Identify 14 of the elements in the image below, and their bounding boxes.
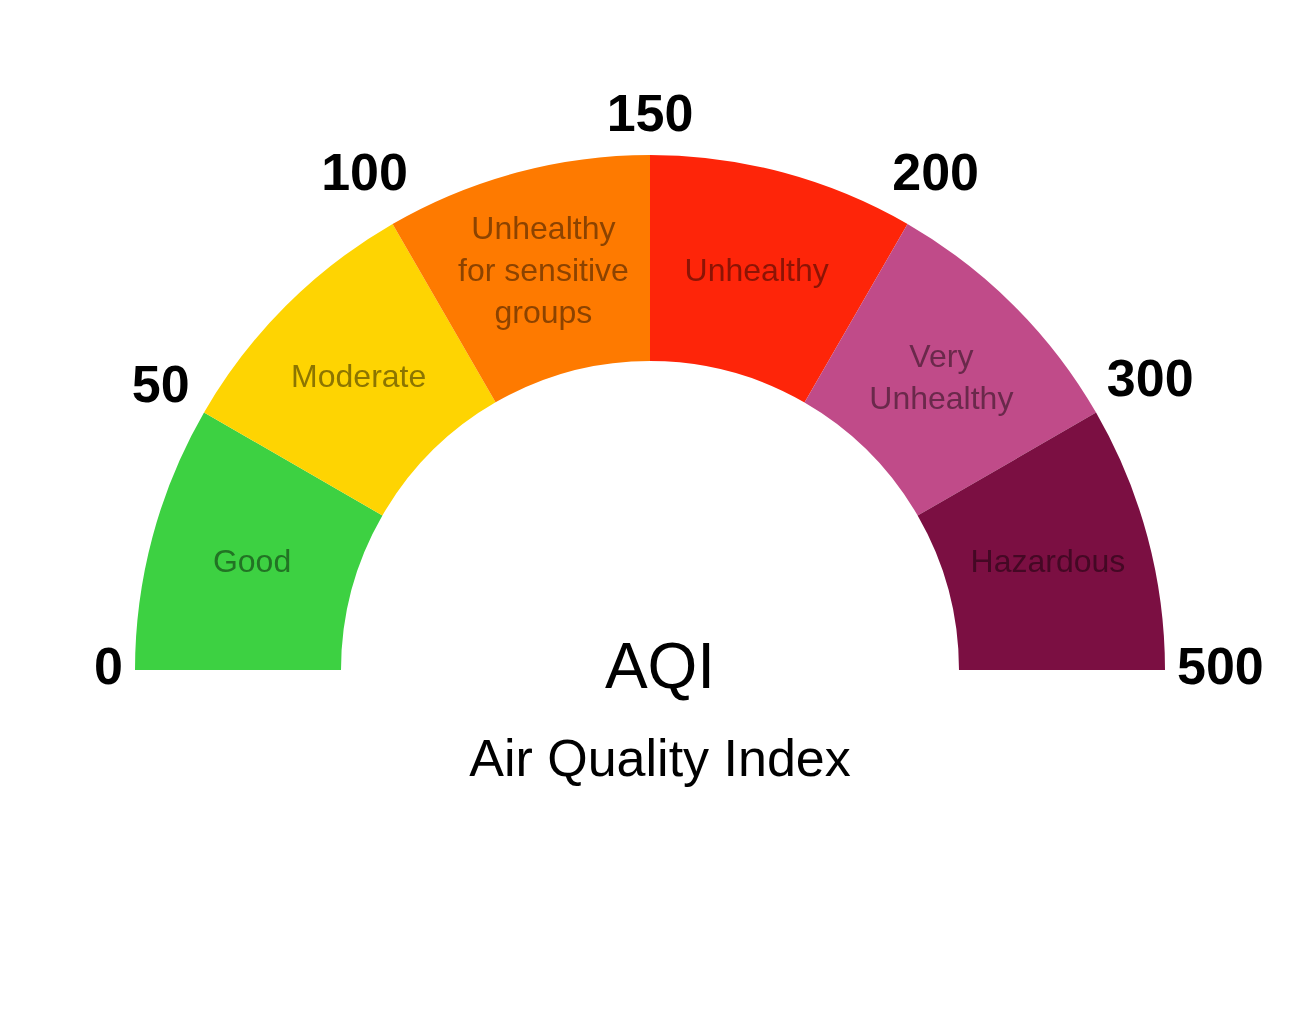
slice-label: Very Unhealthy — [869, 337, 1014, 416]
text: Air Quality Index — [469, 729, 851, 788]
slice-label: Unhealthy for sensitive groups — [458, 209, 629, 330]
text: 0 — [94, 637, 123, 696]
slice-label: Moderate — [291, 358, 427, 395]
slice-label: Good — [212, 543, 292, 580]
text: 100 — [321, 142, 408, 201]
text: 200 — [892, 142, 980, 201]
text: 50 — [131, 354, 190, 413]
slice-label: Unhealthy — [684, 251, 829, 288]
text: AQI — [604, 629, 716, 702]
text: 500 — [1177, 637, 1264, 696]
text: 150 — [606, 84, 694, 143]
text: 300 — [1106, 348, 1194, 407]
